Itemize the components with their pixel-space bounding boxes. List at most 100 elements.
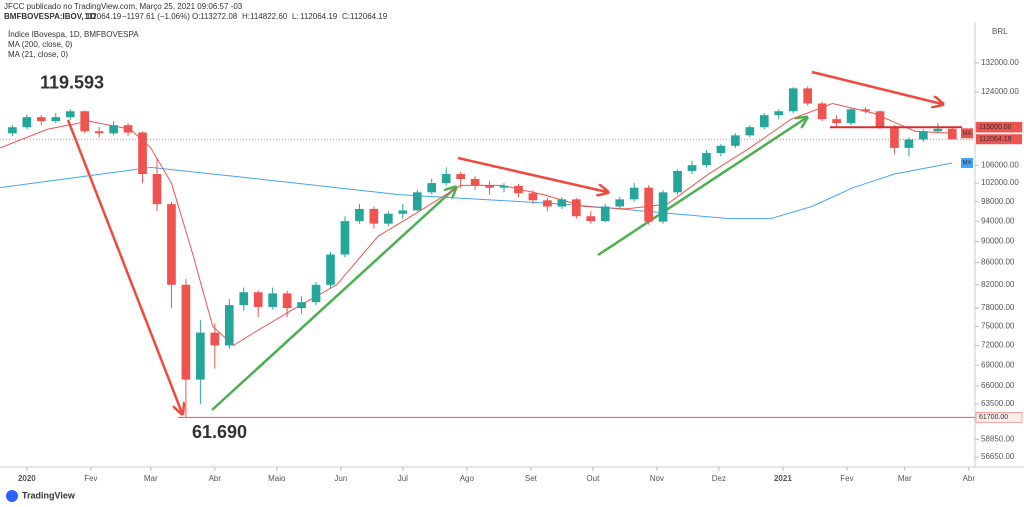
candle-body	[369, 208, 379, 224]
y-tick-label: 132000.00	[981, 58, 1019, 67]
quote-text: −1197.61 (−1.06%)	[122, 12, 190, 21]
candle-body	[846, 109, 856, 124]
y-tick-label: 56650.00	[981, 452, 1015, 461]
logo	[6, 490, 18, 502]
candle-body	[398, 210, 408, 214]
candle-body	[326, 254, 335, 285]
quote-text: BMFBOVESPA:IBOV, 1D	[4, 12, 96, 21]
candle-body	[817, 103, 827, 120]
x-tick-label: Out	[586, 474, 600, 483]
price-tag-label: 115000.00	[979, 124, 1012, 131]
x-tick-label: Abr	[209, 474, 222, 483]
candle-body	[196, 332, 205, 380]
candle-body	[355, 208, 364, 222]
candle-body	[673, 170, 682, 193]
y-tick-label: 102000.00	[981, 178, 1019, 187]
candle-body	[832, 119, 841, 124]
candle-body	[412, 192, 422, 211]
axis-unit: BRL	[992, 27, 1008, 36]
ma-tag-label: MA	[963, 131, 972, 137]
moving-average	[0, 102, 953, 347]
candle-body	[933, 128, 943, 132]
x-tick-label: Mar	[144, 474, 158, 483]
price-tag	[976, 134, 1022, 145]
quote-text: O:	[192, 12, 200, 21]
candle-body	[181, 284, 191, 380]
candle-body	[65, 111, 75, 118]
candle-body	[586, 216, 596, 222]
candle-body	[904, 139, 914, 148]
candle-body	[629, 187, 639, 200]
x-tick-label: Nov	[650, 474, 664, 483]
candle-body	[803, 88, 813, 104]
candle-body	[297, 302, 306, 309]
candle-body	[947, 128, 957, 140]
x-tick-label: Jun	[334, 474, 347, 483]
arrow	[457, 156, 607, 192]
y-tick-label: 106000.00	[981, 160, 1019, 169]
candle-body	[687, 165, 697, 171]
candle-body	[644, 187, 653, 222]
quote-text: 112064.19	[300, 12, 338, 21]
candle-body	[861, 109, 870, 112]
candle-body	[427, 183, 437, 193]
price-tag	[975, 121, 1023, 133]
candle-body	[745, 127, 755, 136]
candle-body	[759, 115, 769, 128]
x-tick-label: 2020	[18, 474, 36, 483]
quote-text: 112064.19	[84, 12, 122, 21]
y-tick-label: 82000.00	[981, 280, 1015, 289]
quote-text: 113272.08	[200, 12, 238, 21]
candle-body	[557, 199, 567, 207]
quote-text: H:	[242, 12, 250, 21]
candle-body	[51, 117, 61, 122]
candle-body	[253, 292, 263, 307]
candle-body	[282, 293, 292, 309]
candle-body	[543, 200, 552, 207]
candle-body	[731, 135, 740, 146]
ma-tag	[961, 157, 973, 168]
y-tick-label: 94000.00	[981, 216, 1015, 225]
y-tick-label: 78000.00	[981, 303, 1015, 312]
quote-text: L:	[292, 12, 299, 21]
candle-body	[340, 221, 350, 255]
legend-ma21: MA (21, close, 0)	[8, 50, 68, 59]
candle-body	[528, 193, 538, 201]
candle-body	[8, 127, 17, 134]
candle-body	[919, 131, 928, 140]
arrow	[811, 70, 942, 104]
price-tag-label: 112064.19	[979, 136, 1012, 143]
candle-body	[384, 213, 393, 224]
candle-body	[456, 174, 465, 179]
y-tick-label: 98000.00	[981, 197, 1015, 206]
footer: TradingView	[22, 490, 76, 500]
candle-body	[774, 111, 784, 116]
y-tick-label: 72000.00	[981, 341, 1015, 350]
y-tick-label: 75000.00	[981, 321, 1015, 330]
candle-body	[210, 332, 220, 346]
candle-body	[94, 131, 104, 134]
candle-body	[36, 117, 46, 122]
price-tag-label: 61700.00	[979, 414, 1008, 421]
legend-main: Índice IBovespa, 1D, BMFBOVESPA	[8, 30, 139, 39]
candle-body	[224, 305, 234, 346]
ma-tag	[961, 128, 973, 139]
x-tick-label: Ago	[460, 474, 475, 483]
quote-text: C:	[342, 12, 350, 21]
candle-body	[875, 111, 885, 128]
candle-body	[22, 117, 32, 128]
candle-body	[441, 174, 451, 184]
candle-body	[716, 145, 726, 154]
annotation: 119.593	[40, 73, 104, 93]
arrow	[597, 118, 806, 257]
header: JFCC publicado no TradingView.com, Março…	[4, 2, 243, 11]
y-tick-label: 86000.00	[981, 258, 1015, 267]
candle-body	[138, 132, 147, 175]
candle-body	[658, 192, 668, 222]
candle-body	[167, 204, 176, 285]
candle-body	[571, 199, 581, 217]
candle-body	[788, 88, 798, 112]
candle-body	[268, 293, 278, 307]
